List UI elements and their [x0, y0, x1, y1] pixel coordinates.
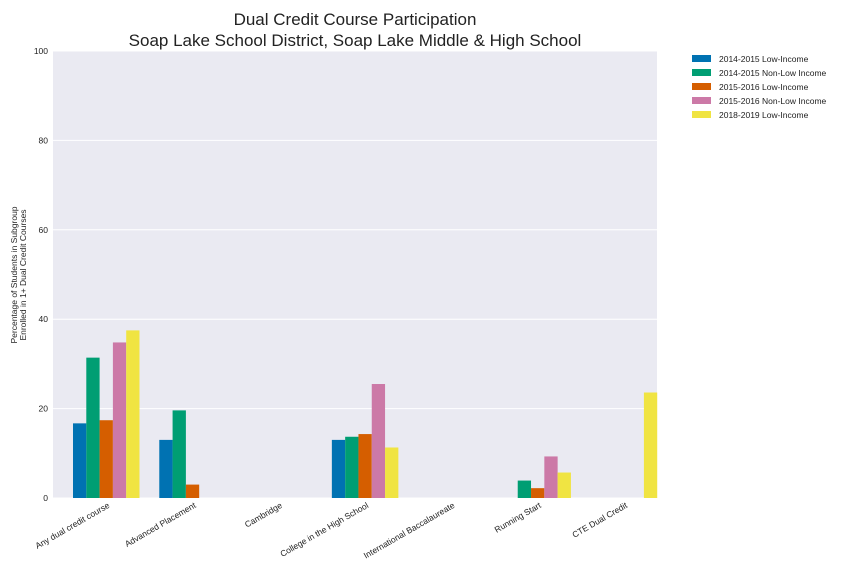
legend-label: 2015-2016 Non-Low Income [719, 96, 827, 106]
legend-swatch [692, 97, 711, 104]
bar [531, 488, 545, 498]
legend-label: 2018-2019 Low-Income [719, 110, 809, 120]
legend-swatch [692, 111, 711, 118]
chart-title-line-1: Dual Credit Course Participation [234, 10, 477, 29]
bar [172, 410, 186, 498]
bar [159, 439, 173, 498]
legend-swatch [692, 83, 711, 90]
x-tick-label: International Baccalaureate [362, 500, 457, 561]
bar [331, 439, 346, 498]
bar [358, 434, 372, 498]
bar [112, 342, 127, 498]
bar [385, 447, 399, 498]
y-tick-label: 0 [43, 493, 48, 503]
y-tick-labels: 0 20 40 60 80 100 [34, 46, 48, 503]
bar [643, 392, 658, 498]
x-tick-label: Advanced Placement [123, 500, 198, 549]
x-tick-label: College in the High School [278, 500, 370, 559]
bar [345, 436, 359, 498]
x-tick-label: CTE Dual Credit [570, 500, 629, 540]
legend: 2014-2015 Low-Income 2014-2015 Non-Low In… [692, 54, 827, 120]
bar [99, 420, 113, 498]
y-tick-label: 60 [39, 225, 49, 235]
x-tick-label: Any dual credit course [33, 500, 111, 551]
bar [86, 357, 100, 498]
legend-swatch [692, 55, 711, 62]
bar [73, 423, 87, 498]
y-tick-label: 40 [39, 314, 49, 324]
x-tick-label: Cambridge [243, 500, 284, 530]
x-tick-label: Running Start [493, 500, 544, 535]
bar [371, 384, 386, 498]
bar [544, 456, 558, 498]
bar [517, 480, 532, 498]
y-axis-label-line-1: Percentage of Students in Subgroup [9, 206, 19, 343]
legend-swatch [692, 69, 711, 76]
legend-label: 2015-2016 Low-Income [719, 82, 809, 92]
bar [185, 484, 200, 498]
bars [73, 330, 658, 498]
x-tick-labels: Any dual credit course Advanced Placement… [33, 500, 629, 561]
y-tick-label: 100 [34, 46, 48, 56]
y-axis-label-line-2: Enrolled in 1+ Dual Credit Courses [18, 209, 28, 340]
y-tick-label: 80 [39, 135, 49, 145]
y-tick-label: 20 [39, 404, 49, 414]
legend-label: 2014-2015 Non-Low Income [719, 68, 827, 78]
bar [126, 330, 140, 498]
bar [557, 472, 571, 498]
legend-label: 2014-2015 Low-Income [719, 54, 809, 64]
plot-area [53, 51, 657, 498]
chart-title-line-2: Soap Lake School District, Soap Lake Mid… [129, 31, 582, 50]
